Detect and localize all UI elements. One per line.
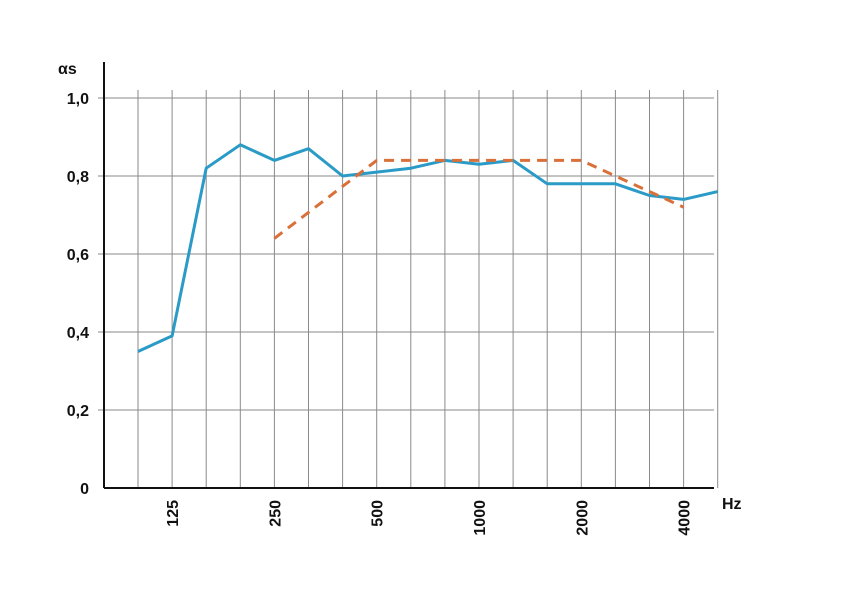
series-line-dashed [273,158,685,240]
series [137,143,719,353]
y-tick-label: 1,0 [67,91,89,108]
y-tick-label: 0,4 [67,325,89,342]
y-tick-label: 0,8 [67,169,89,186]
x-tick-label: 500 [370,500,387,527]
x-tick-label: 250 [267,500,284,527]
x-tick-label: 4000 [677,500,694,536]
y-axis-label: αs [58,61,77,78]
y-tick-labels: 0 0,2 0,4 0,6 0,8 1,0 [67,91,89,498]
axes [103,62,714,489]
x-tick-labels: 125 250 500 1000 2000 4000 [165,500,694,536]
grid [98,90,719,488]
x-tick-label: 2000 [574,500,591,536]
x-tick-label: 1000 [472,500,489,536]
series-line-solid [137,143,719,353]
y-tick-label: 0,2 [67,403,89,420]
x-tick-label: 125 [165,500,182,527]
y-tick-label: 0,6 [67,247,89,264]
y-tick-label: 0 [80,481,89,498]
x-axis-label: Hz [722,496,742,513]
